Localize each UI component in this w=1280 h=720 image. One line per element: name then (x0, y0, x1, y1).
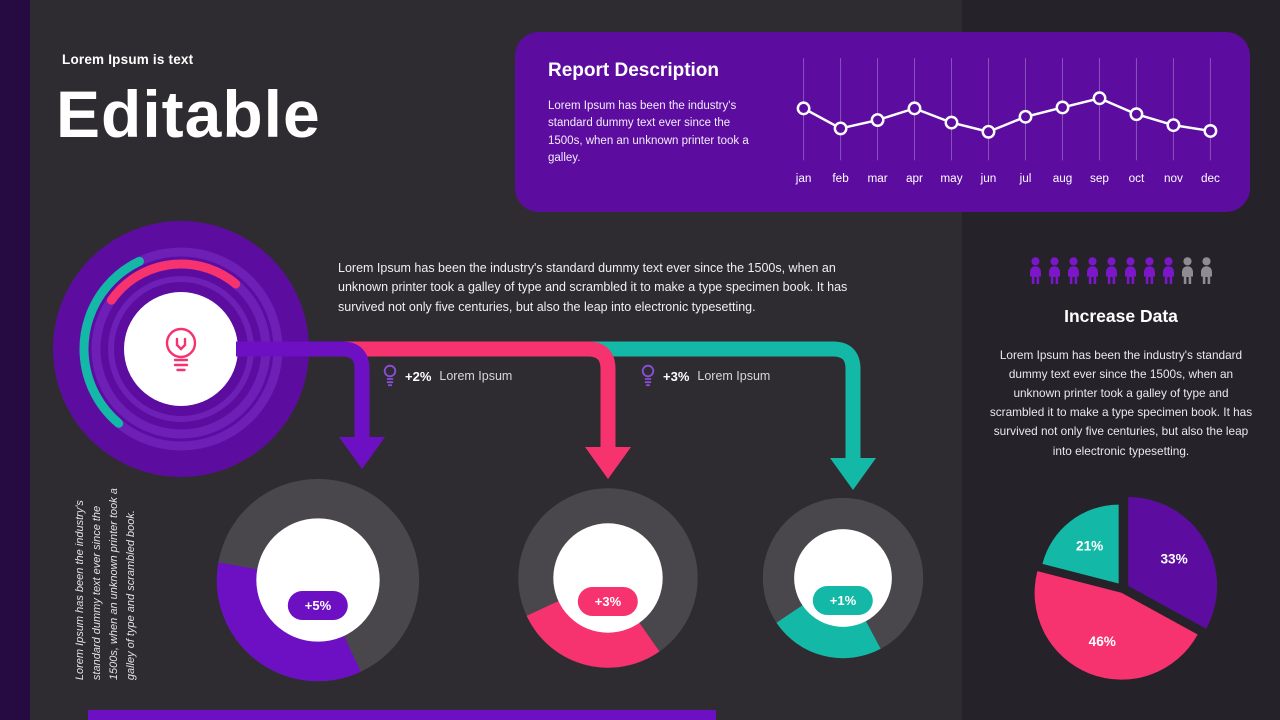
donut-chart: +1% (759, 494, 927, 662)
report-body: Lorem Ipsum has been the industry's stan… (548, 100, 749, 164)
pie-slice (1128, 496, 1218, 629)
month-label: dec (1201, 172, 1220, 185)
increase-body: Lorem Ipsum has been the industry's stan… (989, 348, 1253, 458)
data-point (907, 101, 922, 116)
donut-chart: +5% (212, 474, 424, 686)
bulb-icon (641, 364, 655, 387)
bottom-accent-bar (88, 710, 716, 720)
data-point (944, 115, 959, 130)
arrow-teal (236, 341, 876, 490)
callout-label: Lorem Ipsum (439, 369, 513, 383)
donut-chart: +3% (514, 484, 702, 672)
data-point (1129, 107, 1144, 122)
pie-slice-label: 21% (1076, 539, 1103, 554)
bulb-icon (383, 364, 397, 387)
people-icons (962, 257, 1280, 284)
callout-value: +3% (663, 368, 690, 384)
data-point (1092, 91, 1107, 106)
highlight-ring-graphic (53, 221, 309, 477)
month-label: feb (832, 172, 849, 185)
data-point (1018, 109, 1033, 124)
person-icon (1144, 257, 1155, 284)
person-icon (1030, 257, 1041, 284)
month-label: aug (1053, 172, 1073, 185)
month-label: nov (1164, 172, 1183, 185)
pie-slice-label: 33% (1160, 551, 1187, 566)
teal-arc (79, 247, 283, 451)
pink-arc (91, 259, 271, 439)
pie-slice (1034, 571, 1198, 680)
person-icon (1087, 257, 1098, 284)
month-label: jan (795, 172, 812, 185)
data-point (981, 124, 996, 139)
callout-2: +3% Lorem Ipsum (641, 364, 770, 388)
pie-slice-label: 46% (1089, 634, 1116, 649)
side-note: Lorem Ipsum has been the industry's stan… (73, 488, 138, 681)
donut-badge: +5% (287, 590, 349, 620)
callout-1: +2% Lorem Ipsum (383, 364, 512, 388)
data-point (1166, 118, 1181, 133)
pie-slice (1042, 504, 1119, 584)
intro-paragraph: Lorem Ipsum has been the industry's stan… (338, 261, 848, 314)
data-point (870, 113, 885, 127)
donut-badge: +1% (812, 586, 874, 616)
person-icon (1125, 257, 1136, 284)
increase-panel: Increase Data Lorem Ipsum has been the i… (962, 0, 1280, 720)
person-icon (1106, 257, 1117, 284)
person-icon (1182, 257, 1193, 284)
report-title: Report Description (548, 60, 720, 81)
monthly-line-chart: jan feb mar apr may jun jul aug sep oct nov dec (795, 58, 1220, 185)
pie-chart: 33% 46% 21% (1034, 496, 1218, 680)
person-icon (1201, 257, 1212, 284)
report-panel: Report Description Lorem Ipsum has been … (515, 32, 1250, 212)
month-label: jun (980, 172, 997, 185)
callout-value: +2% (405, 368, 432, 384)
donut-badge: +3% (577, 587, 639, 617)
month-label: oct (1129, 172, 1145, 185)
month-label: apr (906, 172, 923, 185)
left-accent-bar (0, 0, 30, 720)
month-label: may (940, 172, 962, 185)
data-point (1203, 124, 1218, 138)
data-point (1055, 100, 1070, 115)
data-point (796, 101, 811, 116)
person-icon (1163, 257, 1174, 284)
slide-kicker: Lorem Ipsum is text (62, 52, 194, 67)
person-icon (1068, 257, 1079, 284)
callout-label: Lorem Ipsum (697, 369, 771, 383)
slide-title: Editable (56, 77, 321, 151)
month-label: mar (867, 172, 887, 185)
increase-title: Increase Data (1064, 306, 1178, 326)
bulb-icon (165, 327, 197, 372)
data-point (833, 121, 848, 136)
month-label: sep (1090, 172, 1109, 185)
month-label: jul (1019, 172, 1032, 185)
person-icon (1049, 257, 1060, 284)
